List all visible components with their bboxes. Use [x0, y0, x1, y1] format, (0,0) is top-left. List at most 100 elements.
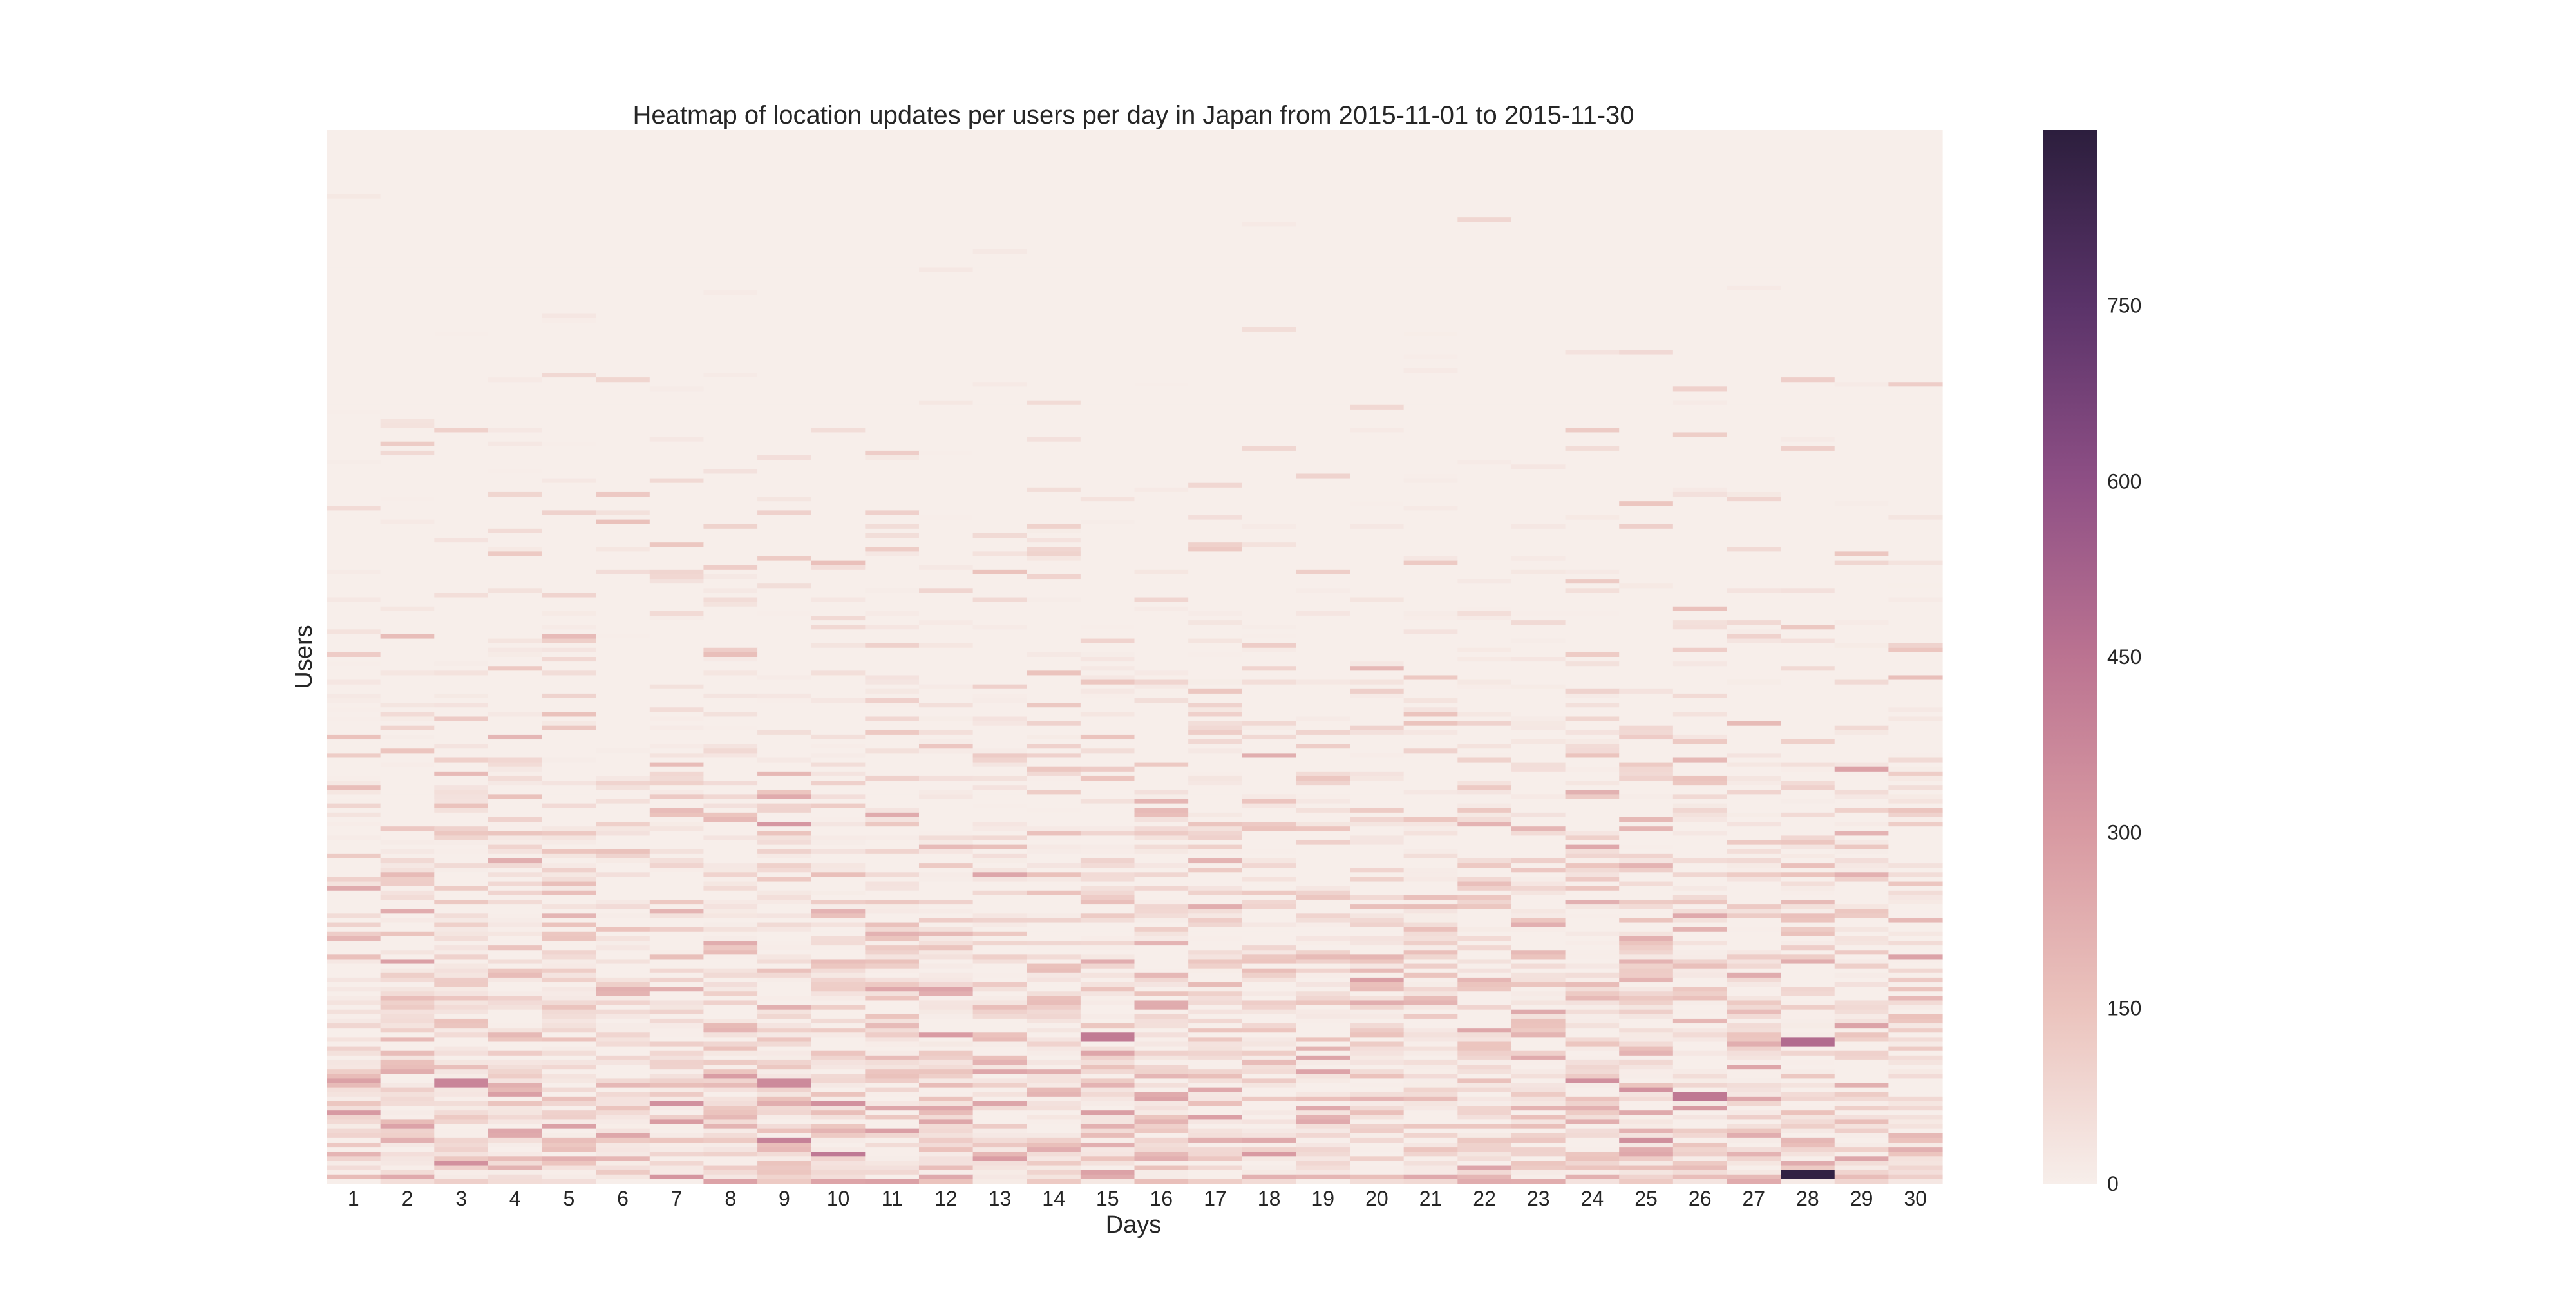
heatmap-cell [1296, 688, 1350, 694]
heatmap-cell [972, 148, 1027, 154]
heatmap-cell [757, 606, 812, 612]
heatmap-cell [1350, 781, 1405, 786]
heatmap-cell [1565, 868, 1620, 873]
heatmap-cell [649, 299, 705, 305]
heatmap-cell [1457, 363, 1512, 369]
heatmap-cell [757, 455, 812, 460]
heatmap-cell [1619, 688, 1674, 694]
heatmap-cell [918, 198, 974, 204]
heatmap-cell [1834, 775, 1889, 781]
heatmap-cell [972, 688, 1027, 694]
heatmap-cell [1672, 222, 1728, 227]
heatmap-cell [918, 840, 974, 846]
heatmap-cell [1619, 822, 1674, 827]
heatmap-cell [1403, 455, 1458, 460]
heatmap-cell [1781, 551, 1835, 557]
heatmap-cell [1296, 419, 1350, 424]
heatmap-cell [1619, 372, 1674, 378]
heatmap-cell [1242, 817, 1296, 822]
heatmap-cell [542, 189, 596, 195]
heatmap-cell [1619, 235, 1674, 241]
heatmap-cell [1457, 538, 1512, 543]
heatmap-cell [972, 748, 1027, 754]
heatmap-cell [1565, 327, 1620, 332]
heatmap-cell [757, 615, 812, 621]
heatmap-cell [1619, 620, 1674, 625]
heatmap-cell [1511, 391, 1566, 397]
heatmap-cell [1727, 625, 1781, 630]
heatmap-cell [1188, 148, 1243, 154]
heatmap-cell [1350, 579, 1405, 584]
heatmap-cell [811, 703, 866, 708]
heatmap-cell [1672, 244, 1728, 250]
heatmap-cell [918, 657, 974, 662]
heatmap-cell [1027, 721, 1081, 726]
heatmap-cell [1134, 643, 1189, 649]
heatmap-cell [380, 144, 435, 149]
heatmap-cell [865, 766, 920, 772]
heatmap-cell [1080, 629, 1135, 635]
heatmap-cell [1457, 240, 1512, 245]
heatmap-cell [649, 620, 705, 625]
heatmap-cell [972, 569, 1027, 575]
heatmap-cell [865, 679, 920, 685]
heatmap-cell [1350, 615, 1405, 621]
heatmap-cell [1888, 579, 1943, 584]
heatmap-cell [488, 579, 543, 584]
heatmap-cell [380, 336, 435, 341]
heatmap-cell [1511, 276, 1566, 282]
heatmap-cell [1511, 213, 1566, 218]
heatmap-cell [649, 510, 705, 516]
heatmap-cell [1511, 620, 1566, 625]
heatmap-cell [865, 831, 920, 837]
heatmap-cell [649, 189, 705, 195]
heatmap-cell [1727, 290, 1781, 296]
heatmap-cell [380, 849, 435, 855]
heatmap-cell [865, 414, 920, 419]
heatmap-cell [1188, 670, 1243, 676]
heatmap-cell [1834, 148, 1889, 154]
heatmap-cell [649, 281, 705, 287]
heatmap-cell [1242, 881, 1296, 887]
heatmap-cell [1296, 469, 1350, 475]
heatmap-cell [1080, 510, 1135, 516]
heatmap-cell [1296, 350, 1350, 356]
heatmap-cell [1242, 551, 1296, 557]
heatmap-cell [1781, 593, 1835, 598]
heatmap-cell [865, 620, 920, 625]
heatmap-cell [596, 336, 650, 341]
heatmap-cell [972, 803, 1027, 809]
heatmap-cell [1619, 817, 1674, 822]
heatmap-cell [1242, 703, 1296, 708]
heatmap-cell [1565, 139, 1620, 144]
heatmap-cell [1134, 602, 1189, 607]
heatmap-cell [1834, 404, 1889, 410]
heatmap-cell [972, 808, 1027, 813]
heatmap-cell [1511, 556, 1566, 562]
heatmap-cell [703, 707, 758, 712]
heatmap-cell [1781, 428, 1835, 433]
heatmap-cell [1242, 231, 1296, 236]
heatmap-cell [1242, 785, 1296, 790]
heatmap-cell [1565, 455, 1620, 460]
heatmap-cell [918, 803, 974, 809]
heatmap-cell [380, 551, 435, 557]
heatmap-cell [1781, 712, 1835, 717]
heatmap-cell [757, 276, 812, 282]
heatmap-cell [811, 538, 866, 543]
heatmap-cell [1242, 189, 1296, 195]
heatmap-cell [865, 487, 920, 493]
heatmap-cell [703, 377, 758, 383]
heatmap-cell [1403, 574, 1458, 580]
heatmap-cell [757, 414, 812, 419]
heatmap-cell [811, 437, 866, 442]
heatmap-cell [1565, 428, 1620, 433]
heatmap-cell [918, 482, 974, 488]
heatmap-cell [1350, 455, 1405, 460]
heatmap-cell [918, 423, 974, 428]
heatmap-cell [1188, 263, 1243, 268]
heatmap-cell [596, 148, 650, 154]
heatmap-cell [1188, 359, 1243, 365]
heatmap-cell [542, 226, 596, 232]
heatmap-cell [1134, 240, 1189, 245]
